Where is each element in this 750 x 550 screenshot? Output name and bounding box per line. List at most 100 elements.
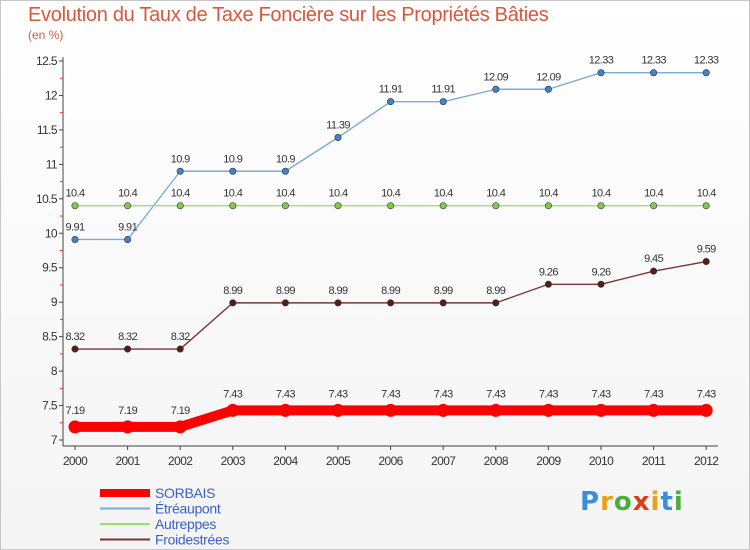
data-point-sorbais [594,403,608,417]
y-tick-label: 7 [51,433,58,447]
data-point-froidestrees [124,345,132,353]
data-point-autreppes [544,202,552,210]
data-point-autreppes [71,202,79,210]
data-point-sorbais [68,420,82,434]
logo-letter: i [650,487,661,517]
data-point-sorbais [489,403,503,417]
y-unit-label: (en %) [28,28,64,42]
y-tick-label: 10.5 [36,192,58,206]
data-label-froidestrees: 8.99 [223,285,242,297]
data-label-froidestrees: 8.99 [434,285,453,297]
x-tick-label: 2004 [273,454,298,468]
x-tick-label: 2006 [378,454,403,468]
x-tick-label: 2000 [63,454,88,468]
data-point-etreaupont [439,98,447,106]
data-label-sorbais: 7.43 [591,388,610,400]
data-point-froidestrees [702,258,710,266]
x-tick-label: 2001 [115,454,140,468]
data-label-froidestrees: 8.99 [381,285,400,297]
data-point-froidestrees [439,299,447,307]
data-label-etreaupont: 11.91 [379,84,403,96]
data-label-froidestrees: 9.26 [591,266,610,278]
data-label-sorbais: 7.19 [65,405,84,417]
data-point-autreppes [124,202,132,210]
data-point-froidestrees [597,280,605,288]
data-label-sorbais: 7.43 [434,388,453,400]
data-label-etreaupont: 11.39 [326,119,350,131]
logo-letter: t [660,487,674,517]
data-label-froidestrees: 9.45 [644,253,663,265]
data-point-autreppes [597,202,605,210]
data-point-etreaupont [597,69,605,77]
x-tick-label: 2003 [221,454,246,468]
data-point-etreaupont [387,98,395,106]
data-point-froidestrees [544,280,552,288]
data-label-autreppes: 10.4 [171,188,190,200]
logo-letter: r [600,487,614,517]
data-point-autreppes [176,202,184,210]
data-label-autreppes: 10.4 [65,188,84,200]
data-point-sorbais [384,403,398,417]
data-point-froidestrees [334,299,342,307]
data-point-autreppes [702,202,710,210]
data-point-etreaupont [124,235,132,243]
y-tick-label: 11.5 [37,123,58,137]
series-line-etreaupont [74,72,707,241]
data-point-froidestrees [281,299,289,307]
x-tick-label: 2008 [484,454,509,468]
y-tick-label: 9 [51,295,58,309]
data-label-etreaupont: 10.9 [171,153,190,165]
data-label-autreppes: 10.4 [276,188,295,200]
data-point-sorbais [331,403,345,417]
y-tick-label: 7.5 [42,399,58,413]
data-label-etreaupont: 10.9 [223,153,242,165]
data-point-etreaupont [334,133,342,141]
data-label-froidestrees: 8.32 [65,331,84,343]
data-label-froidestrees: 8.32 [118,331,137,343]
data-label-sorbais: 7.43 [697,388,716,400]
x-tick-label: 2010 [589,454,614,468]
data-point-autreppes [281,202,289,210]
chart-title: Evolution du Taux de Taxe Foncière sur l… [28,4,549,26]
data-label-froidestrees: 9.59 [697,244,716,256]
data-label-sorbais: 7.43 [539,388,558,400]
logo-letter: o [613,487,633,517]
x-tick-label: 2012 [694,454,719,468]
data-point-froidestrees [650,267,658,275]
data-point-etreaupont [544,85,552,93]
data-point-etreaupont [492,85,500,93]
data-label-sorbais: 7.43 [223,388,242,400]
logo-letter: i [673,487,684,517]
data-label-froidestrees: 9.26 [539,266,558,278]
data-point-sorbais [278,403,292,417]
data-label-froidestrees: 8.99 [276,285,295,297]
data-point-sorbais [541,403,555,417]
data-label-autreppes: 10.4 [381,188,400,200]
data-label-autreppes: 10.4 [591,188,610,200]
data-label-etreaupont: 12.33 [694,55,719,67]
legend-label-etreaupont: Étréaupont [155,501,221,517]
proxiti-logo: Proxiti [580,487,684,517]
data-label-sorbais: 7.43 [486,388,505,400]
data-label-etreaupont: 12.09 [484,71,509,83]
data-point-autreppes [650,202,658,210]
data-label-autreppes: 10.4 [486,188,505,200]
data-point-etreaupont [71,235,79,243]
data-label-sorbais: 7.19 [171,405,190,417]
data-label-autreppes: 10.4 [118,188,137,200]
data-label-autreppes: 10.4 [434,188,453,200]
data-label-etreaupont: 12.09 [536,71,561,83]
data-point-etreaupont [650,69,658,77]
data-label-etreaupont: 12.33 [641,55,666,67]
y-tick-label: 8.5 [42,330,58,344]
data-label-autreppes: 10.4 [539,188,558,200]
data-label-sorbais: 7.43 [644,388,663,400]
data-label-etreaupont: 11.91 [431,84,455,96]
data-label-autreppes: 10.4 [328,188,347,200]
data-point-autreppes [492,202,500,210]
data-point-froidestrees [229,299,237,307]
data-point-sorbais [436,403,450,417]
y-tick-label: 11 [46,157,58,171]
data-label-etreaupont: 12.33 [589,55,614,67]
